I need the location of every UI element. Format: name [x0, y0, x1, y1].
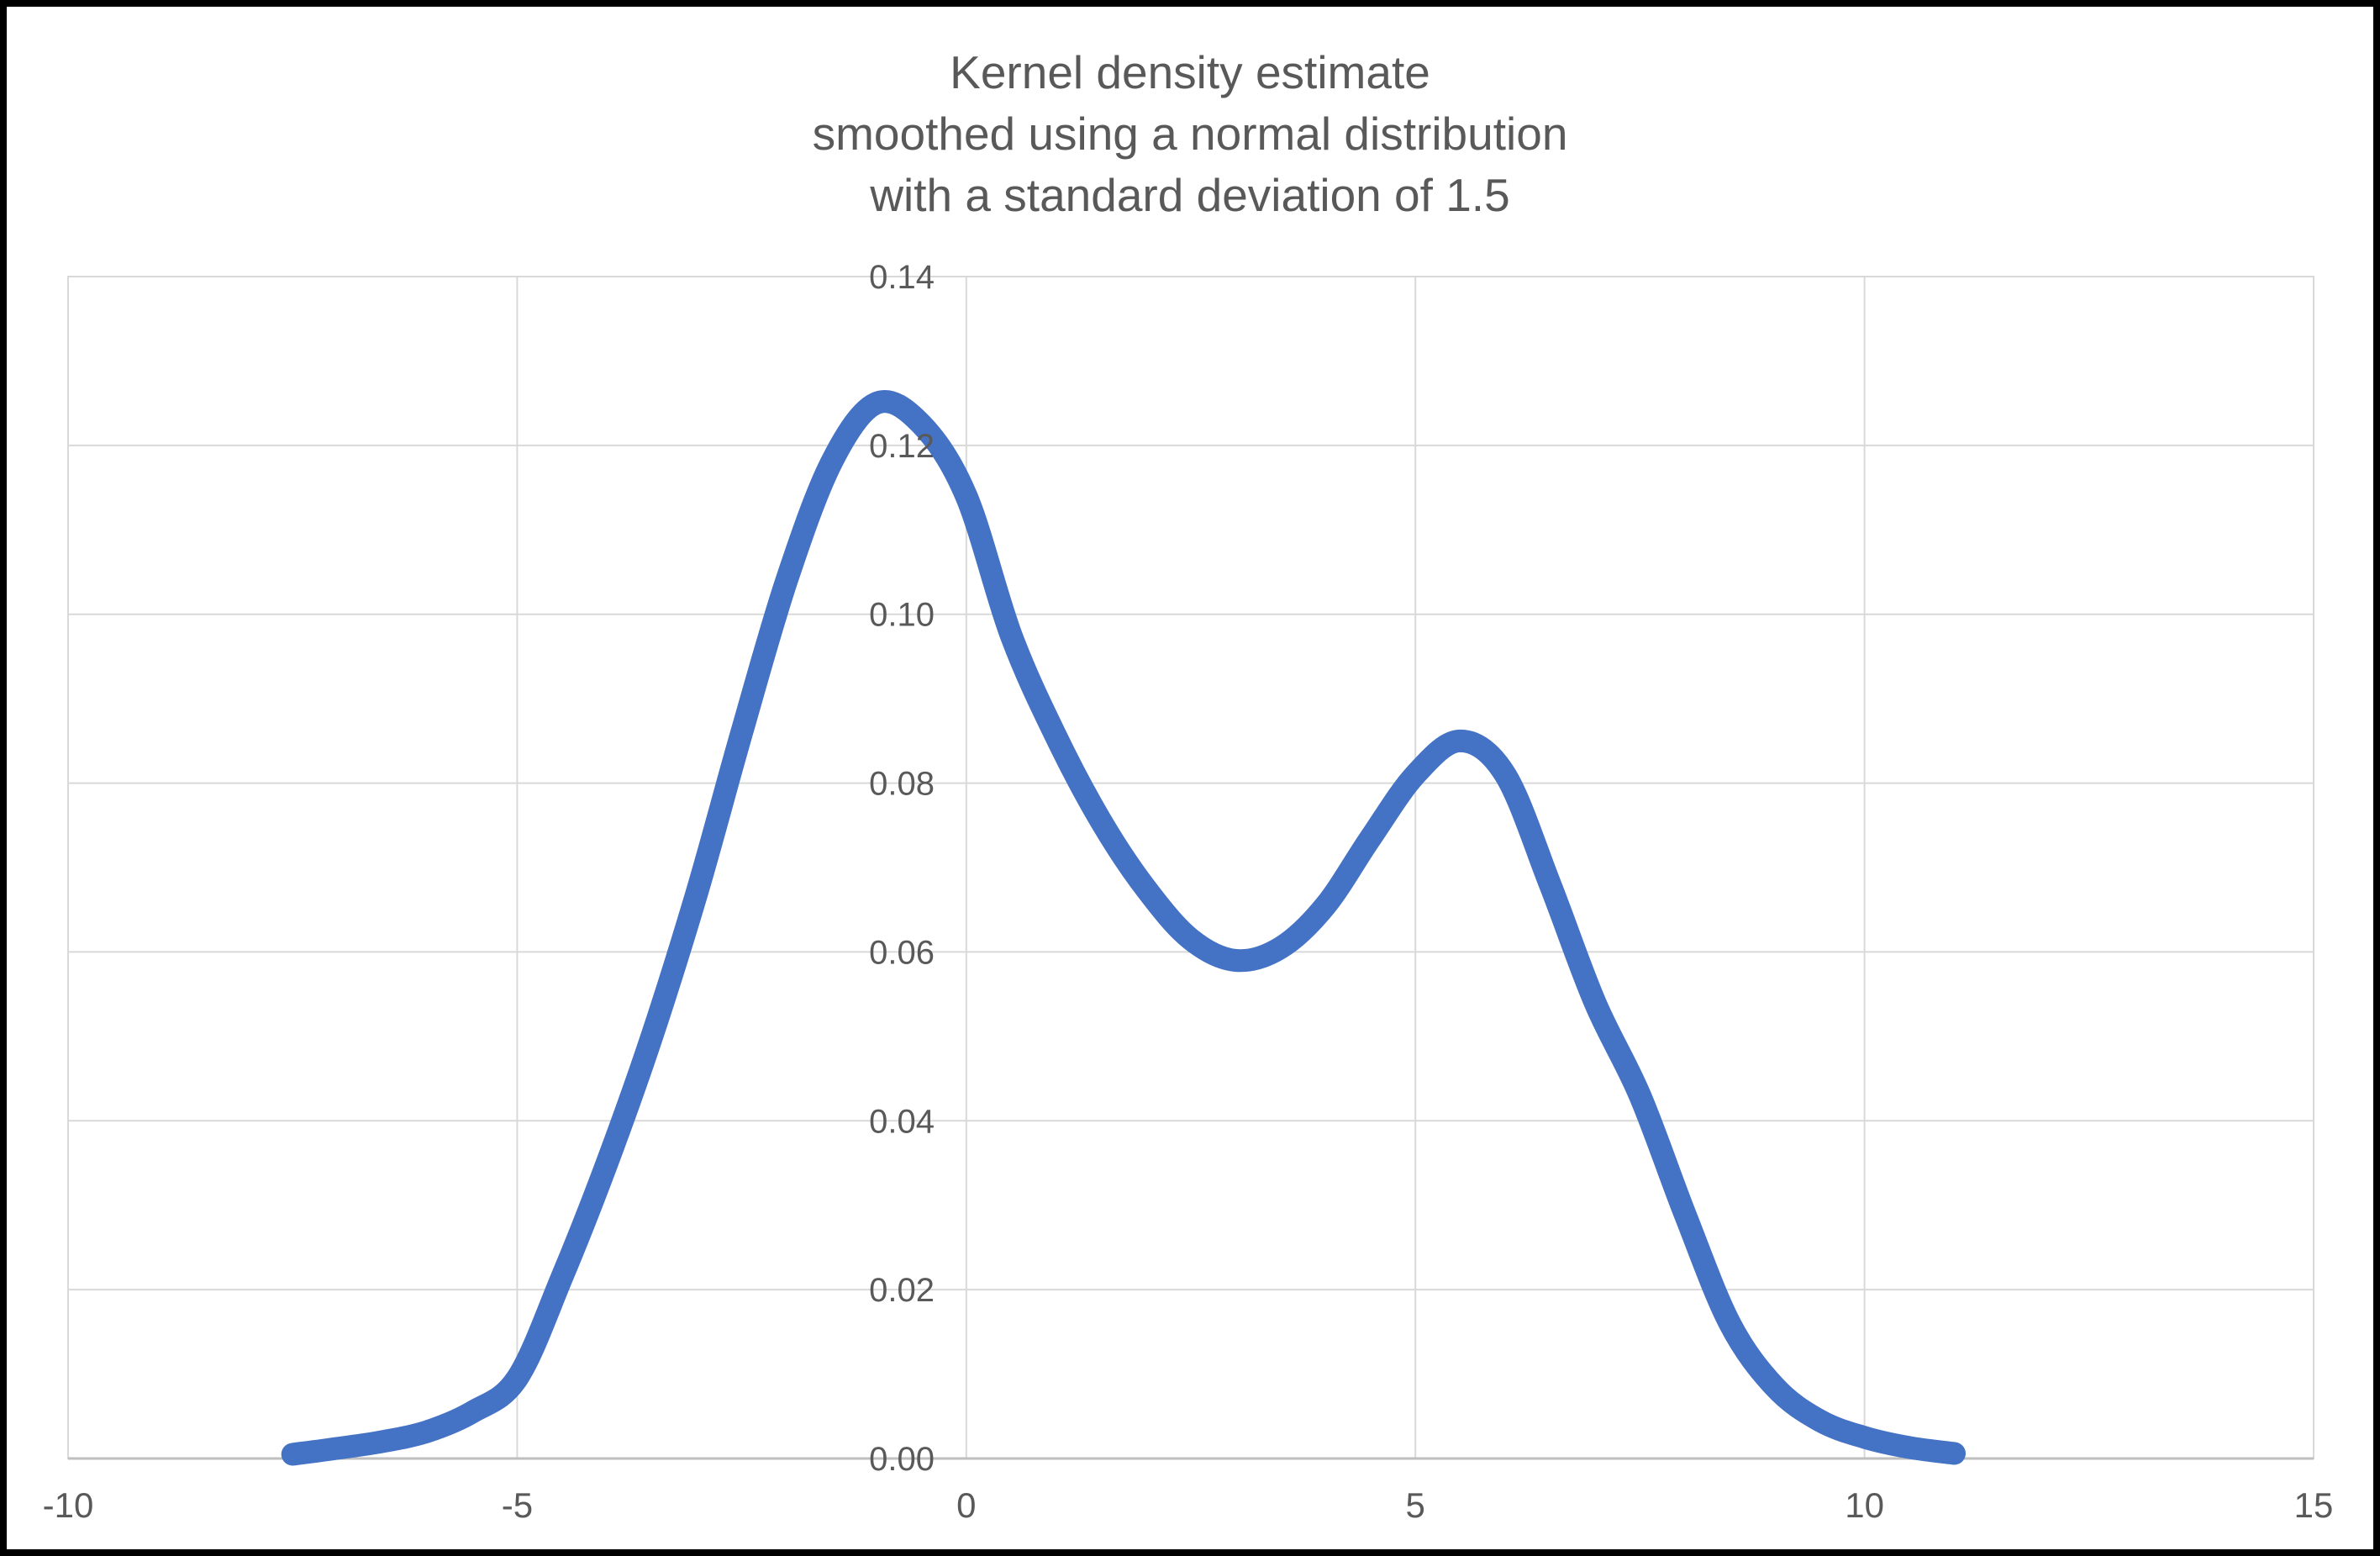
y-tick-label: 0.08: [869, 766, 935, 803]
chart-title-line-3: with a standard deviation of 1.5: [870, 169, 1510, 221]
y-tick-label: 0.02: [869, 1272, 935, 1309]
y-tick-label: 0.06: [869, 934, 935, 971]
x-tick-label: -10: [43, 1485, 94, 1525]
chart-title-line-2: smoothed using a normal distribution: [812, 108, 1568, 160]
x-tick-label: 10: [1845, 1485, 1884, 1525]
plot-border: [67, 276, 2314, 1459]
y-tick-label: 0.10: [869, 597, 935, 634]
chart-title-line-1: Kernel density estimate: [950, 46, 1430, 98]
x-tick-label: 15: [2294, 1485, 2334, 1525]
y-tick-label: 0.00: [869, 1441, 935, 1478]
y-tick-label: 0.14: [869, 259, 935, 296]
x-tick-label: 0: [956, 1485, 976, 1525]
x-tick-label: -5: [502, 1485, 533, 1525]
y-tick-label: 0.12: [869, 428, 935, 465]
chart-title: Kernel density estimate smoothed using a…: [0, 42, 2380, 226]
x-tick-label: 5: [1406, 1485, 1425, 1525]
y-tick-label: 0.04: [869, 1103, 935, 1140]
density-curve: [281, 390, 1966, 1466]
